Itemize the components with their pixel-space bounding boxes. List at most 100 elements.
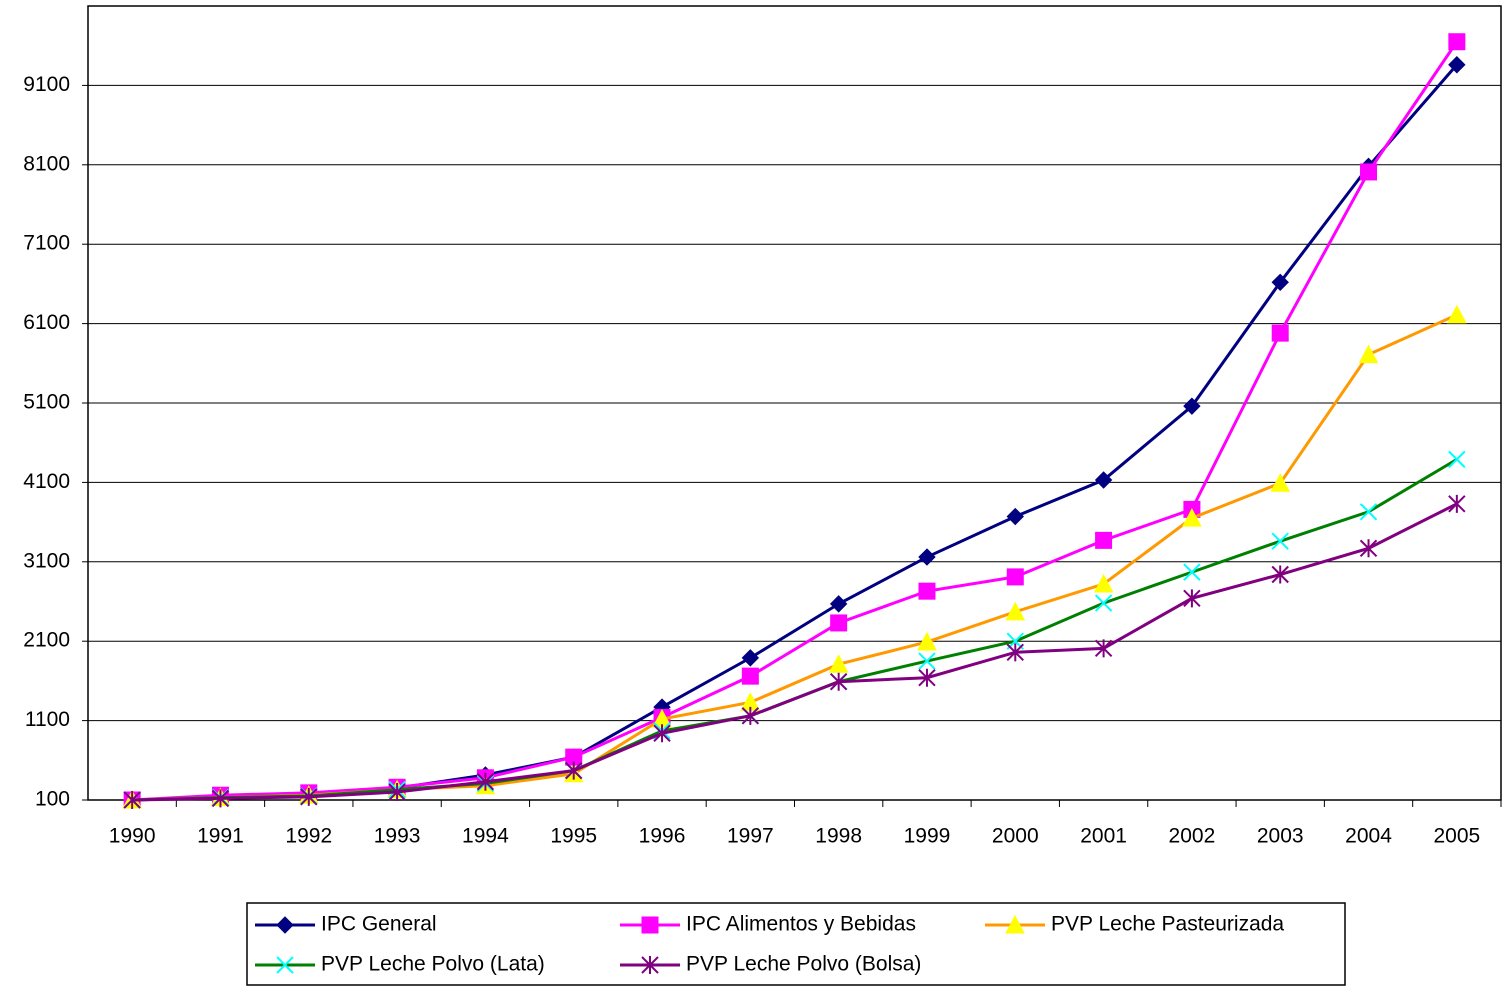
series-line — [132, 40, 1459, 802]
legend-label: PVP Leche Polvo (Lata) — [321, 953, 545, 976]
data-point — [828, 654, 849, 673]
y-tick-label: 2100 — [23, 629, 70, 652]
series-line — [132, 63, 1458, 802]
marker-shape — [741, 649, 760, 667]
marker-shape — [829, 672, 848, 691]
data-point — [1360, 163, 1378, 181]
y-tick-label: 100 — [35, 788, 70, 811]
data-point — [1182, 508, 1202, 527]
data-point — [1448, 494, 1466, 513]
x-tick-label: 2003 — [1257, 825, 1304, 848]
legend-box — [246, 902, 1346, 986]
data-point — [1183, 589, 1201, 608]
data-point — [918, 652, 936, 670]
data-point — [829, 595, 848, 613]
x-tick-label: 1991 — [197, 825, 244, 848]
data-point — [1359, 539, 1378, 558]
x-tick-label: 1997 — [727, 825, 774, 848]
legend-marker — [276, 916, 294, 934]
y-tick-label: 3100 — [23, 549, 70, 572]
marker-shape — [211, 789, 230, 808]
legend-label: IPC Alimentos y Bebidas — [686, 913, 916, 936]
data-point — [1359, 503, 1378, 521]
marker-shape — [741, 706, 760, 725]
data-point — [918, 548, 936, 566]
marker-shape — [1271, 273, 1289, 292]
data-point — [1183, 563, 1201, 581]
marker-shape — [476, 772, 495, 791]
data-point — [211, 789, 230, 808]
data-point — [1095, 531, 1113, 549]
data-point — [741, 649, 760, 667]
series-line — [132, 502, 1458, 802]
data-point — [741, 706, 760, 725]
data-point — [653, 724, 671, 743]
data-point — [388, 783, 406, 802]
marker-shape — [1094, 639, 1113, 658]
x-tick-label: 2004 — [1345, 825, 1392, 848]
marker-shape — [123, 791, 141, 809]
data-point — [917, 631, 937, 651]
data-point — [1270, 473, 1291, 492]
data-point — [1005, 601, 1026, 621]
x-tick-label: 2005 — [1433, 825, 1480, 848]
legend-marker — [641, 956, 659, 974]
data-point — [300, 787, 318, 806]
data-point — [476, 772, 495, 791]
data-point — [1358, 344, 1379, 364]
y-tick-label: 9100 — [23, 73, 70, 96]
legend-label: PVP Leche Polvo (Bolsa) — [686, 953, 921, 976]
marker-shape — [1359, 503, 1378, 521]
marker-shape — [1358, 344, 1379, 364]
x-tick-label: 2001 — [1080, 825, 1127, 848]
marker-shape — [1447, 304, 1467, 324]
x-tick-label: 1994 — [462, 825, 509, 848]
legend-label: IPC General — [321, 913, 437, 936]
marker-shape — [1006, 507, 1024, 526]
data-point — [1006, 507, 1024, 526]
legend-marker — [641, 916, 659, 934]
x-tick-label: 1993 — [374, 825, 421, 848]
marker-shape — [1094, 471, 1113, 489]
marker-shape — [917, 631, 937, 651]
x-tick-label: 2000 — [992, 825, 1039, 848]
data-point — [1006, 643, 1024, 662]
data-point — [829, 672, 848, 691]
marker-shape — [300, 787, 318, 806]
marker-shape — [1005, 914, 1025, 934]
marker-shape — [741, 667, 759, 685]
marker-shape — [1006, 643, 1024, 662]
marker-shape — [1093, 573, 1114, 593]
data-point — [1183, 397, 1201, 415]
y-tick-label: 6100 — [23, 311, 70, 334]
marker-shape — [641, 916, 659, 934]
data-point — [1271, 273, 1289, 292]
data-point — [918, 668, 936, 687]
data-point — [1448, 33, 1466, 51]
marker-shape — [830, 614, 848, 632]
data-point — [1448, 450, 1466, 469]
data-point — [1448, 56, 1466, 74]
y-tick-label: 4100 — [23, 470, 70, 493]
marker-shape — [1270, 473, 1291, 492]
marker-shape — [1360, 163, 1378, 181]
legend-marker — [276, 956, 294, 974]
data-point — [1271, 532, 1289, 550]
data-point — [1094, 471, 1113, 489]
marker-shape — [829, 595, 848, 613]
marker-shape — [1448, 33, 1466, 51]
marker-shape — [1271, 532, 1289, 550]
y-tick-label: 5100 — [23, 391, 70, 414]
data-point — [1271, 565, 1289, 584]
marker-shape — [828, 654, 849, 673]
marker-shape — [1271, 565, 1289, 584]
marker-shape — [565, 761, 583, 780]
data-point — [123, 791, 141, 809]
marker-shape — [1094, 594, 1113, 612]
series-line — [132, 313, 1458, 802]
marker-shape — [1006, 568, 1024, 586]
marker-shape — [918, 548, 936, 566]
x-tick-label: 1990 — [109, 825, 156, 848]
marker-shape — [276, 956, 294, 974]
marker-shape — [1448, 56, 1466, 74]
